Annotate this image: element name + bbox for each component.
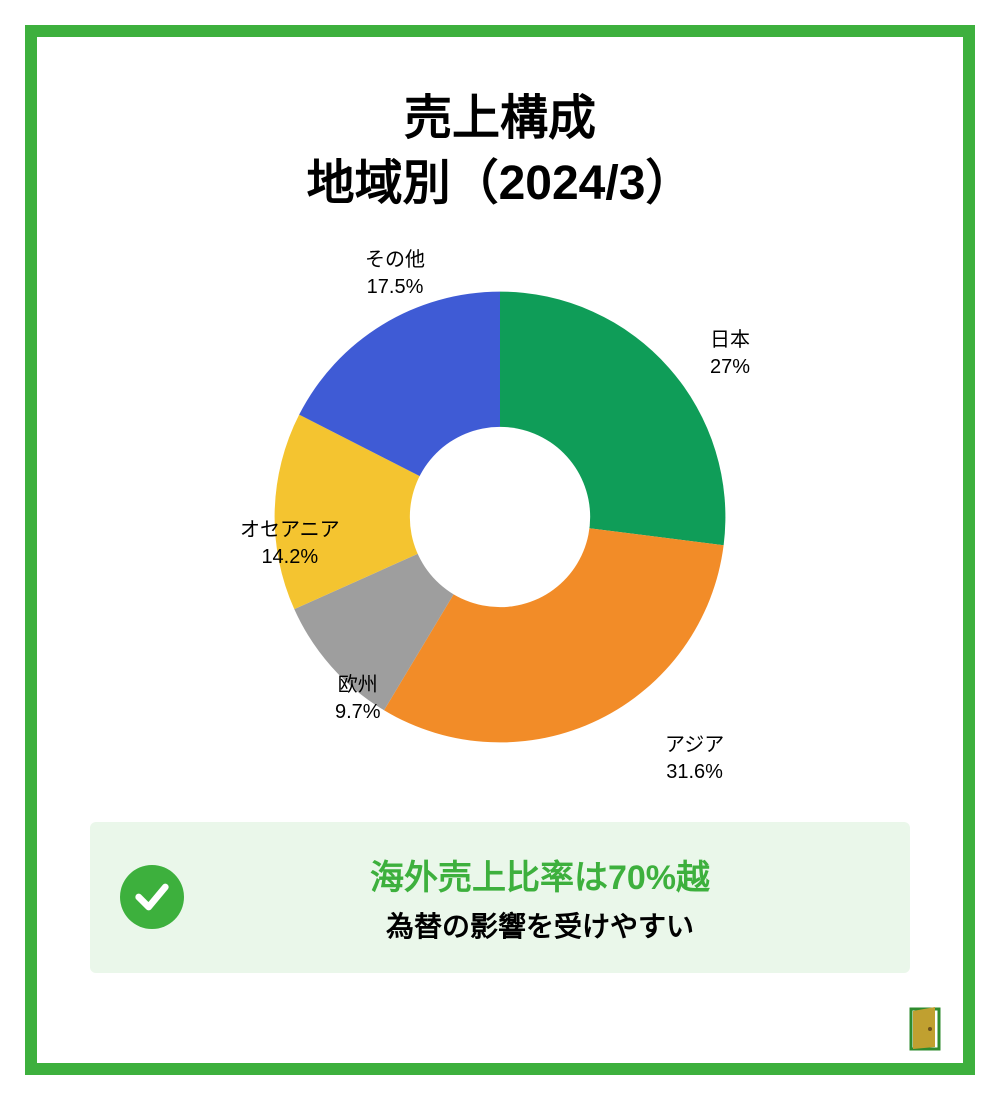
inner-panel: 売上構成 地域別（2024/3） 日本27% アジア31.6% 欧州9.7% オセアニ… <box>25 25 975 1075</box>
slice-label-1: アジア31.6% <box>665 732 724 786</box>
slice-label-3: オセアニア14.2% <box>240 517 340 571</box>
title-line-2: 地域別（2024/3） <box>307 152 694 217</box>
slice-label-2: 欧州9.7% <box>335 672 381 726</box>
donut-chart: 日本27% アジア31.6% 欧州9.7% オセアニア14.2% その他17.5% <box>220 237 780 797</box>
callout-sub-text: 為替の影響を受けやすい <box>200 905 880 945</box>
slice-label-name: アジア <box>665 732 724 759</box>
outer-frame: 売上構成 地域別（2024/3） 日本27% アジア31.6% 欧州9.7% オセアニ… <box>0 0 1000 1100</box>
slice-label-pct: 27% <box>710 354 750 381</box>
brand-logo-icon <box>903 1003 951 1051</box>
slice-label-pct: 31.6% <box>665 759 724 786</box>
title-line-1: 売上構成 <box>307 87 694 152</box>
slice-label-pct: 9.7% <box>335 699 381 726</box>
slice-label-name: 欧州 <box>335 672 381 699</box>
slice-label-4: その他17.5% <box>365 247 425 301</box>
slice-label-name: オセアニア <box>240 517 340 544</box>
slice-label-name: 日本 <box>710 327 750 354</box>
callout-main-text: 海外売上比率は70%越 <box>200 850 880 899</box>
slice-label-name: その他 <box>365 247 425 274</box>
chart-title: 売上構成 地域別（2024/3） <box>307 87 694 217</box>
slice-label-pct: 14.2% <box>240 544 340 571</box>
check-icon <box>120 865 184 929</box>
summary-callout: 海外売上比率は70%越 為替の影響を受けやすい <box>90 822 910 973</box>
slice-label-pct: 17.5% <box>365 274 425 301</box>
slice-label-0: 日本27% <box>710 327 750 381</box>
